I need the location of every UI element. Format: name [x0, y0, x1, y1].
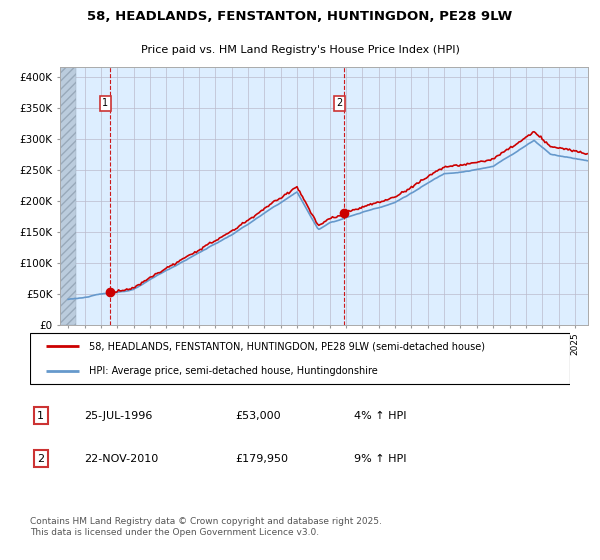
- Text: 22-NOV-2010: 22-NOV-2010: [84, 454, 158, 464]
- Text: Price paid vs. HM Land Registry's House Price Index (HPI): Price paid vs. HM Land Registry's House …: [140, 45, 460, 55]
- Text: 4% ↑ HPI: 4% ↑ HPI: [354, 411, 407, 421]
- Text: 2: 2: [337, 98, 343, 108]
- Text: 58, HEADLANDS, FENSTANTON, HUNTINGDON, PE28 9LW (semi-detached house): 58, HEADLANDS, FENSTANTON, HUNTINGDON, P…: [89, 341, 485, 351]
- Text: 58, HEADLANDS, FENSTANTON, HUNTINGDON, PE28 9LW: 58, HEADLANDS, FENSTANTON, HUNTINGDON, P…: [88, 10, 512, 24]
- Text: 25-JUL-1996: 25-JUL-1996: [84, 411, 152, 421]
- Text: 1: 1: [102, 98, 108, 108]
- Bar: [60, 67, 76, 325]
- Text: Contains HM Land Registry data © Crown copyright and database right 2025.
This d: Contains HM Land Registry data © Crown c…: [30, 517, 382, 537]
- Text: £53,000: £53,000: [235, 411, 281, 421]
- Text: 2: 2: [37, 454, 44, 464]
- Text: £179,950: £179,950: [235, 454, 288, 464]
- Text: 9% ↑ HPI: 9% ↑ HPI: [354, 454, 407, 464]
- FancyBboxPatch shape: [30, 333, 570, 384]
- Text: 1: 1: [37, 411, 44, 421]
- Text: HPI: Average price, semi-detached house, Huntingdonshire: HPI: Average price, semi-detached house,…: [89, 366, 378, 376]
